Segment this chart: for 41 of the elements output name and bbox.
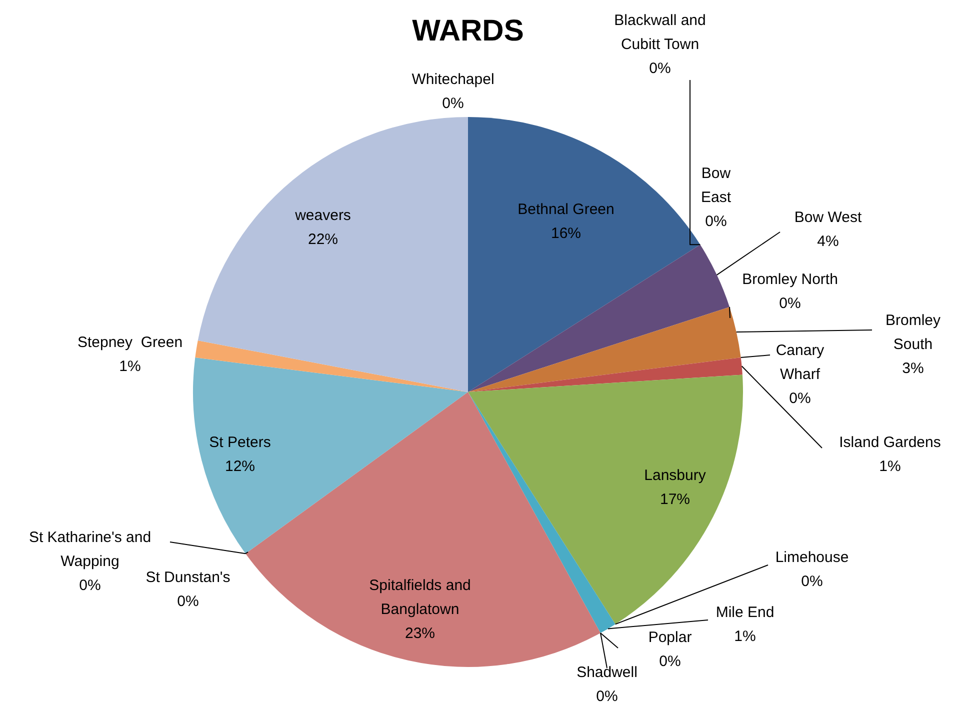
data-label: 1% bbox=[119, 358, 141, 376]
data-label: 3% bbox=[902, 360, 924, 378]
data-label: 1% bbox=[734, 628, 756, 646]
data-label: 1% bbox=[879, 458, 901, 476]
text: 0% bbox=[789, 390, 811, 408]
text: 0% bbox=[177, 593, 199, 610]
text: 0% bbox=[596, 688, 618, 706]
category-label: Limehouse bbox=[775, 549, 849, 566]
category-label: Shadwell bbox=[576, 664, 638, 682]
category-label: St Katharine's and Wapping bbox=[28, 529, 152, 570]
slice-label: weavers bbox=[294, 207, 351, 224]
slice-label: Spitalfields and Banglatown bbox=[369, 577, 471, 618]
text: 0% bbox=[649, 60, 671, 78]
slice-label: Stepney Green bbox=[77, 334, 183, 352]
text: 0% bbox=[442, 95, 464, 112]
data-label: 22% bbox=[308, 231, 338, 248]
text: 0% bbox=[779, 295, 801, 312]
data-label: 16% bbox=[550, 225, 582, 242]
data-label: 4% bbox=[817, 233, 839, 250]
data-label: 12% bbox=[224, 458, 256, 476]
slice-label: Lansbury bbox=[644, 467, 706, 484]
text: 0% bbox=[659, 653, 681, 670]
slice-label: Bromley South bbox=[885, 312, 942, 354]
text: 0% bbox=[79, 577, 101, 594]
slice-label: Bow West bbox=[794, 209, 862, 226]
data-label: 17% bbox=[660, 491, 690, 508]
chart-title: WARDS bbox=[412, 14, 524, 48]
category-label: Blackwall and Cubitt Town bbox=[614, 12, 706, 54]
category-label: Bow East bbox=[700, 165, 732, 206]
slice-label: Bethnal Green bbox=[518, 201, 614, 218]
data-label: 23% bbox=[404, 625, 436, 642]
text: 0% bbox=[801, 573, 823, 590]
category-label: Whitechapel bbox=[412, 71, 494, 88]
slice-label: Island Gardens bbox=[839, 434, 941, 452]
legend-label: Canary Wharf bbox=[776, 342, 825, 384]
category-label: St Dunstan's bbox=[146, 569, 230, 586]
slice-label: St Peters bbox=[209, 434, 271, 452]
legend-label: Poplar bbox=[648, 629, 692, 646]
category-label: Bromley North bbox=[742, 271, 838, 288]
slice-label: Mile End bbox=[716, 604, 774, 622]
text: 0% bbox=[705, 213, 727, 230]
